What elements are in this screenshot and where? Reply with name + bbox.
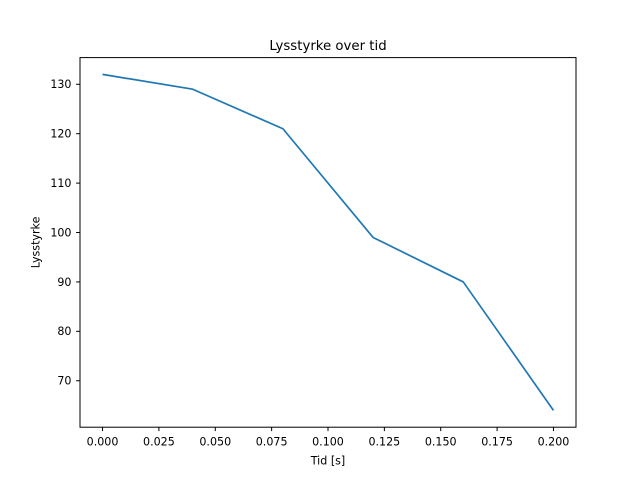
y-tick-label: 70 <box>57 375 71 388</box>
axes-spines <box>79 57 577 428</box>
y-tick-label: 110 <box>50 177 71 190</box>
x-tick-label: 0.000 <box>87 436 119 449</box>
x-tick-label: 0.125 <box>368 436 400 449</box>
axis-tick-labels: 0.000 0.025 0.050 0.075 0.100 0.125 0.150 0.175… <box>50 78 569 448</box>
x-tick-label: 0.075 <box>256 436 288 449</box>
data-line <box>102 73 555 411</box>
y-tick-label: 130 <box>50 78 71 91</box>
x-tick-label: 0.100 <box>312 436 344 449</box>
y-tick-label: 80 <box>57 325 71 338</box>
x-tick-label: 0.150 <box>425 436 457 449</box>
x-tick-label: 0.200 <box>538 436 570 449</box>
chart-title: Lysstyrke over tid <box>269 39 386 54</box>
y-tick-label: 100 <box>50 226 71 239</box>
y-axis-label: Lysstyrke <box>30 216 43 268</box>
x-tick-label: 0.050 <box>199 436 231 449</box>
y-tick-label: 90 <box>57 276 71 289</box>
plot-area <box>80 57 576 428</box>
y-tick-label: 120 <box>50 128 71 141</box>
x-axis-label: Tid [s] <box>310 455 346 468</box>
x-tick-label: 0.175 <box>481 436 513 449</box>
x-tick-label: 0.025 <box>143 436 175 449</box>
axis-ticks <box>76 83 554 432</box>
